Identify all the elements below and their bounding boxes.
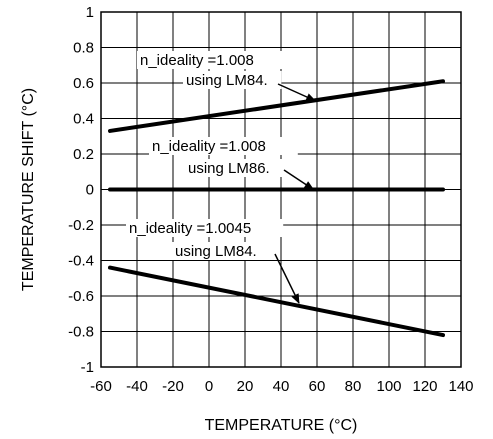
annotation-line2: using LM84. (186, 72, 268, 89)
annotation-arrow (274, 253, 300, 304)
annotation-bg (172, 242, 271, 260)
y-tick-label: 0.4 (73, 111, 94, 128)
annotation-bg (126, 219, 284, 237)
y-tick-label: 0.8 (73, 40, 94, 57)
x-tick-label: -20 (162, 378, 184, 395)
x-tick-label: -40 (126, 378, 148, 395)
annotation-bg (149, 137, 298, 155)
annotation-line1: n_ideality =1.008 (152, 138, 266, 155)
x-tick-label: 40 (273, 378, 290, 395)
series-line-3 (108, 265, 445, 338)
annotation-group: n_ideality =1.008 using LM84. n_ideality =… (126, 51, 317, 304)
x-tick-label: 100 (376, 378, 401, 395)
y-tick-label: 0.2 (73, 146, 94, 163)
x-tick-label: 0 (205, 378, 213, 395)
x-tick-label: 120 (412, 378, 437, 395)
series-group (108, 79, 445, 338)
y-tick-label: 0 (86, 182, 94, 199)
y-tick-label: -0.8 (68, 324, 94, 341)
y-axis-label: TEMPERATURE SHIFT (°C) (20, 88, 37, 291)
x-tick-label: 20 (237, 378, 254, 395)
tick-labels: -60 -40 -20 0 20 40 60 80 100 120 140 1 0.8 0.6 0.4 0.2… (68, 4, 473, 395)
x-tick-label: -60 (90, 378, 112, 395)
y-tick-label: -0.4 (68, 253, 94, 270)
annotation-line1: n_ideality =1.008 (140, 52, 254, 69)
x-tick-label: 140 (448, 378, 473, 395)
series-line-1 (108, 79, 445, 133)
y-tick-label: 0.6 (73, 75, 94, 92)
annotation-bg (183, 71, 282, 89)
x-tick-label: 80 (345, 378, 362, 395)
y-tick-label: -0.2 (68, 217, 94, 234)
annotation-line2: using LM84. (175, 243, 257, 260)
annotation-arrow (283, 169, 315, 191)
annotation-bg (185, 159, 284, 177)
annotation-arrow (277, 83, 317, 102)
y-tick-label: -0.6 (68, 288, 94, 305)
y-tick-label: 1 (86, 4, 94, 21)
annotation-line2: using LM86. (188, 160, 270, 177)
x-tick-label: 60 (309, 378, 326, 395)
plot-area-frame (100, 11, 462, 368)
annotation-bg (137, 51, 286, 69)
annotation-line1: n_ideality =1.0045 (129, 220, 251, 237)
y-tick-label: -1 (81, 359, 94, 376)
x-axis-label: TEMPERATURE (°C) (205, 417, 358, 434)
